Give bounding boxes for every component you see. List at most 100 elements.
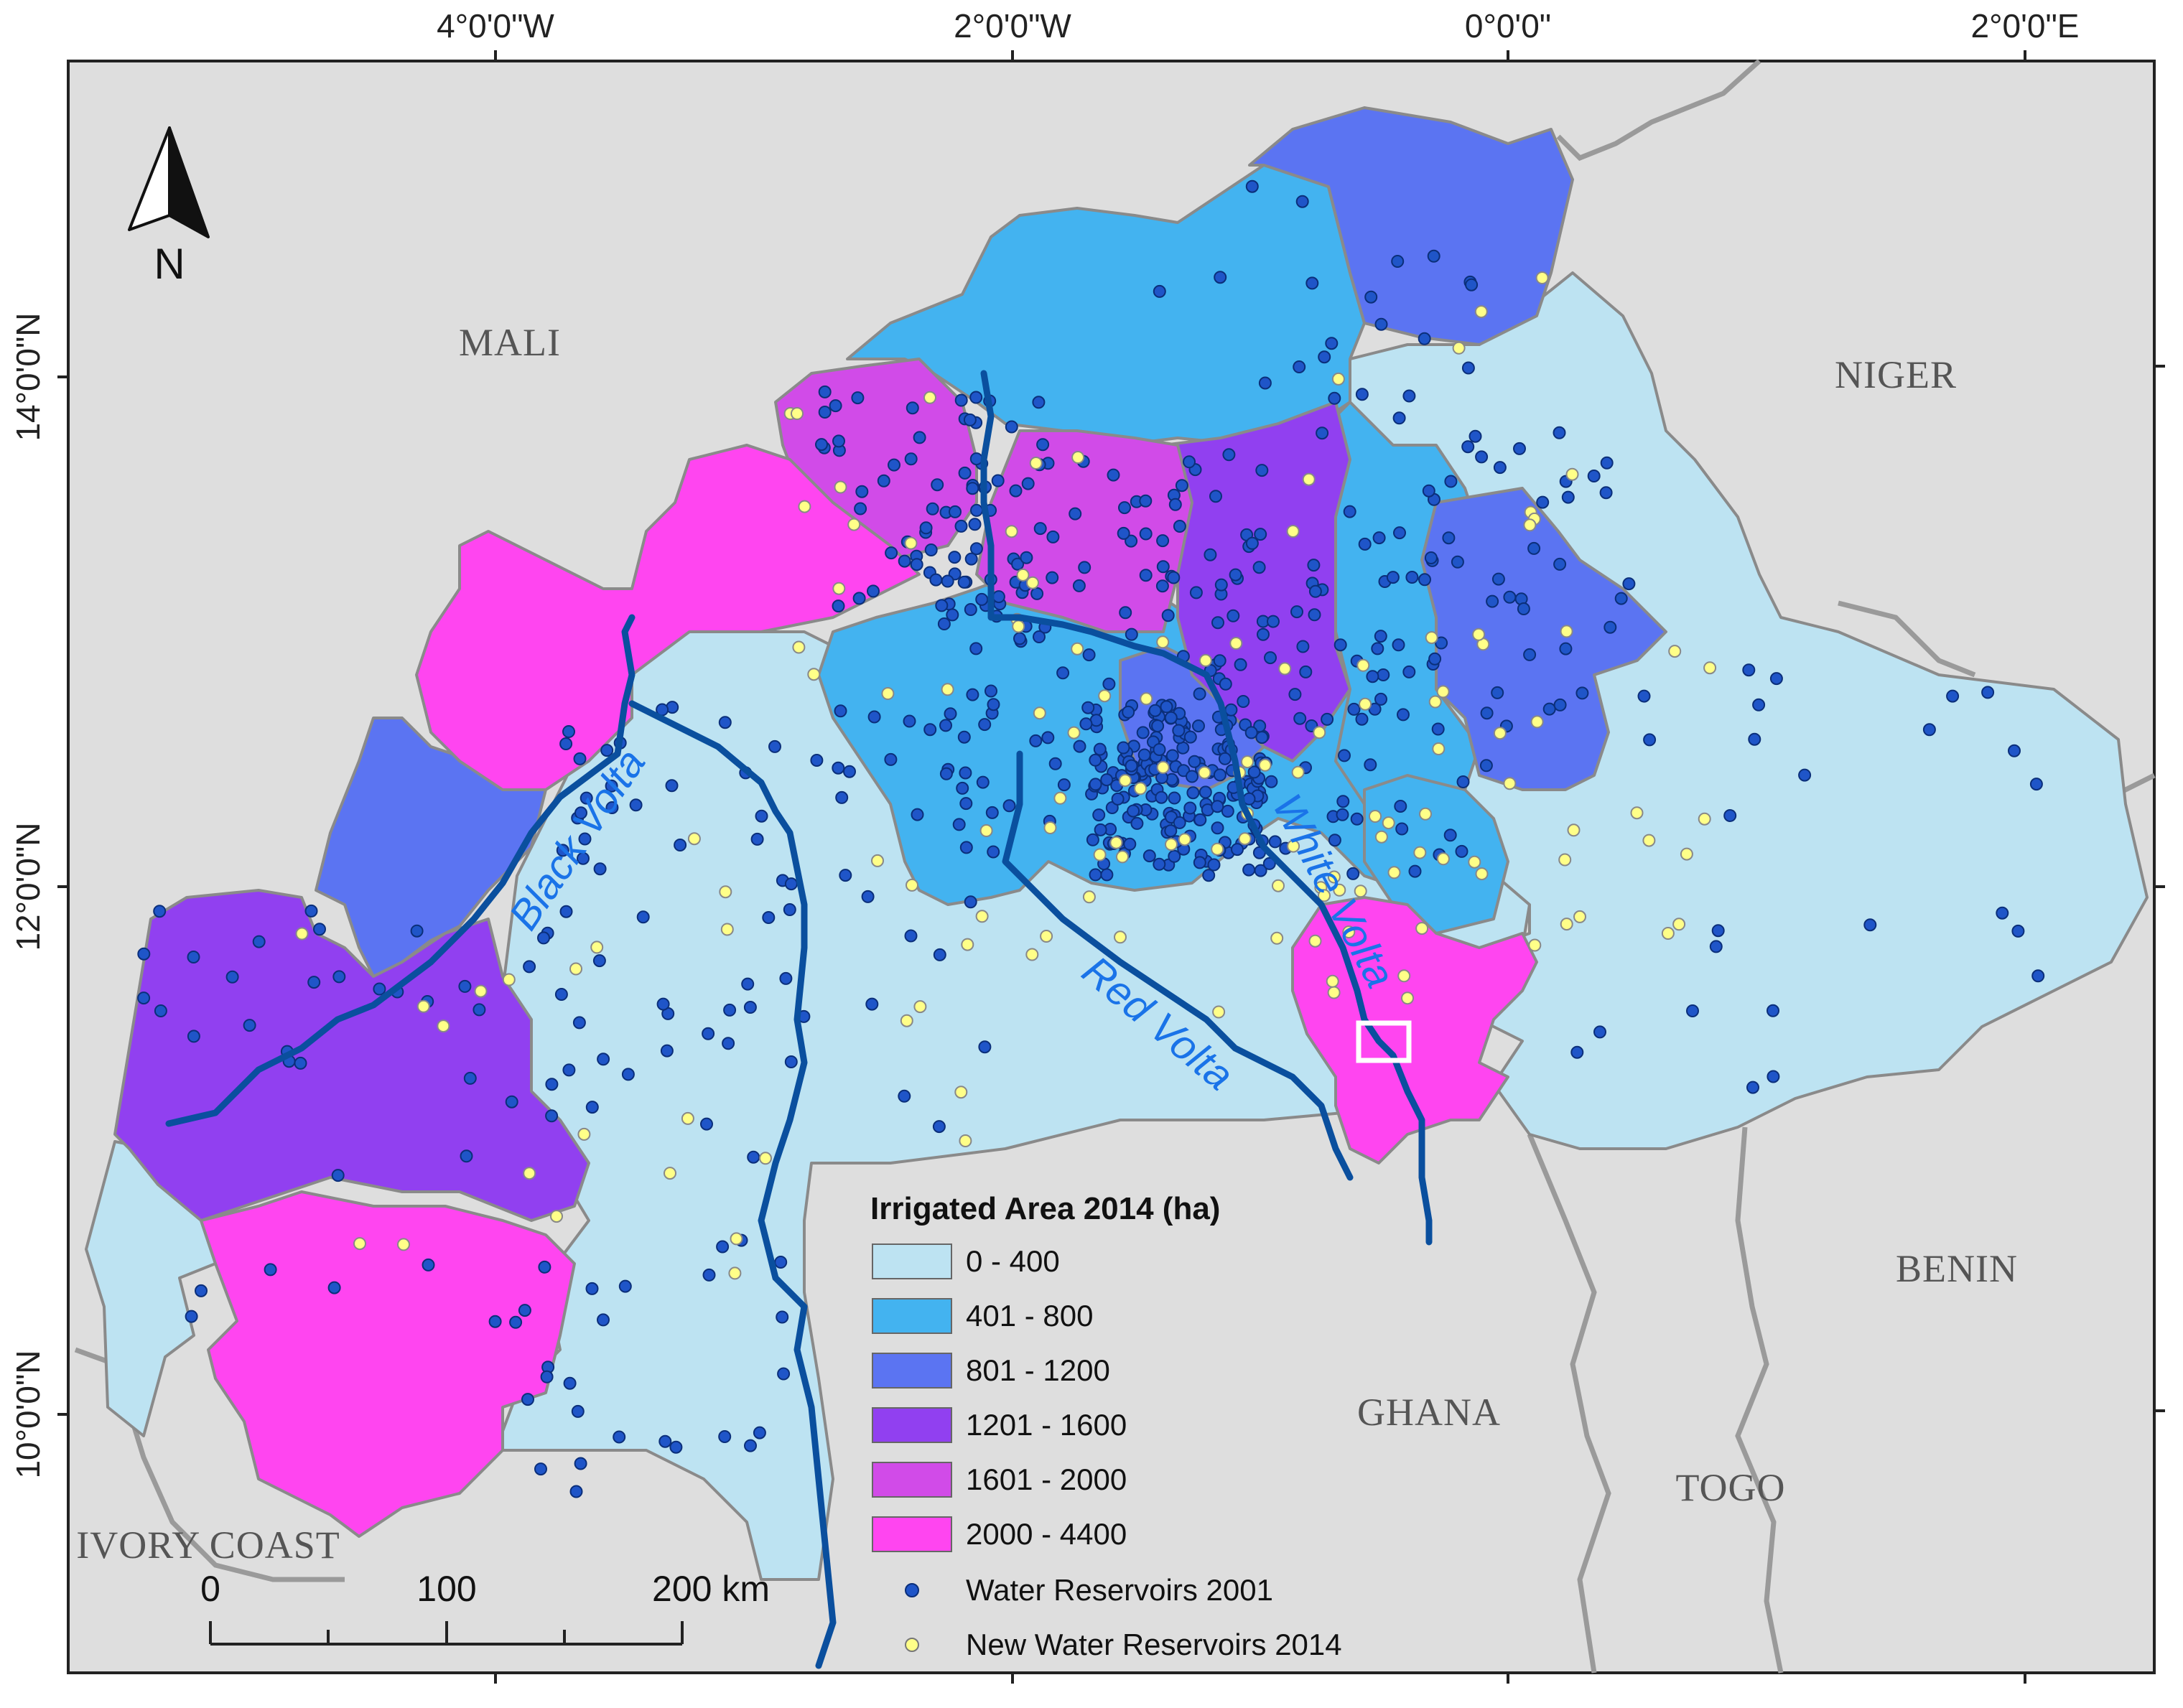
reservoir-2001-point [946,608,959,622]
reservoir-2001-point [1242,863,1256,877]
legend-point-symbol-1 [905,1638,919,1652]
reservoir-2001-point [1486,594,1499,608]
reservoir-2001-point [1102,677,1116,691]
reservoir-2001-point [913,431,926,444]
reservoir-2001-point [1946,689,1960,703]
reservoir-2001-point [1254,864,1267,877]
reservoir-2001-point [743,1001,757,1014]
reservoir-2001-point [1057,778,1071,792]
reservoir-2001-point [1214,578,1228,592]
reservoir-2001-point [1723,809,1737,822]
reservoir-2001-point [1221,804,1234,818]
reservoir-2014-point [1118,774,1132,788]
reservoir-2001-point [1343,505,1356,518]
reservoir-2001-point [1117,526,1130,540]
reservoir-2014-point [1419,807,1432,821]
reservoir-2001-point [1461,361,1475,375]
reservoir-2001-point [313,923,326,936]
reservoir-2001-point [1086,833,1099,846]
reservoir-2001-point [137,991,151,1005]
scale-label-100: 100 [416,1569,476,1609]
reservoir-2001-point [1268,835,1282,849]
reservoir-2001-point [818,385,832,398]
reservoir-2001-point [1155,579,1169,593]
legend-swatch-2 [872,1353,952,1389]
reservoir-2001-point [1767,1070,1780,1083]
reservoir-2001-point [1100,868,1114,882]
reservoir-2001-point [1219,677,1232,691]
reservoir-2001-point [964,552,978,566]
reservoir-2001-point [621,1068,635,1081]
reservoir-2001-point [1321,712,1334,726]
reservoir-2001-point [861,890,875,903]
reservoir-2014-point [1397,969,1411,983]
reservoir-2001-point [559,737,573,750]
reservoir-2001-point [593,862,607,876]
reservoir-2001-point [585,1282,599,1295]
reservoir-2001-point [968,518,982,531]
reservoir-2001-point [1213,654,1227,668]
province-pink-southwest [200,1190,576,1538]
reservoir-2001-point [923,723,937,737]
reservoir-2001-point [1164,824,1178,838]
reservoir-2001-point [1358,537,1372,551]
reservoir-2014-point [881,687,895,700]
reservoir-2014-point [397,1238,410,1251]
reservoir-2001-point [957,575,971,589]
reservoir-2014-point [1436,852,1450,866]
reservoir-2001-point [1742,663,1756,677]
reservoir-2001-point [636,910,650,924]
reservoir-2001-point [1391,255,1405,268]
reservoir-2001-point [1392,638,1405,652]
reservoir-2001-point [1336,808,1349,821]
reservoir-2001-point [1089,778,1102,791]
reservoir-2014-point [687,832,701,846]
reservoir-2001-point [2031,969,2045,983]
country-label-benin: BENIN [1896,1247,2018,1290]
reservoir-2014-point [979,824,993,837]
reservoir-2001-point [1127,804,1140,818]
legend-swatch-3 [872,1407,952,1443]
reservoir-2001-point [1402,665,1416,678]
reservoir-2014-point [1005,525,1018,538]
reservoir-2014-point [1354,885,1367,898]
reservoir-2001-point [919,521,933,535]
reservoir-2001-point [834,704,847,718]
reservoir-2001-point [1193,856,1206,869]
reservoir-2014-point [730,1232,743,1246]
reservoir-2001-point [1069,507,1082,521]
reservoir-2001-point [1265,775,1278,788]
reservoir-2001-point [473,1003,486,1017]
reservoir-2001-point [937,617,951,630]
reservoir-2001-point [665,779,679,793]
reservoir-2014-point [1560,625,1573,638]
reservoir-2001-point [832,434,845,448]
reservoir-2001-point [1156,560,1170,574]
reservoir-2014-point [1040,930,1053,943]
reservoir-2001-point [1587,470,1601,482]
reservoir-2001-point [1418,573,1431,587]
reservoir-2001-point [137,947,151,961]
reservoir-2001-point [1167,571,1181,584]
reservoir-2001-point [460,1149,473,1163]
reservoir-2001-point [924,543,938,556]
reservoir-2001-point [488,1315,502,1328]
reservoir-2001-point [1139,527,1153,541]
reservoir-2001-point [1491,686,1504,699]
reservoir-2001-point [716,1240,730,1254]
reservoir-2001-point [958,466,972,480]
reservoir-2001-point [1029,734,1043,747]
reservoir-2001-point [154,1004,167,1017]
legend-point-label-0: Water Reservoirs 2001 [966,1573,1273,1607]
reservoir-2001-point [1207,858,1221,872]
reservoir-2001-point [1296,640,1310,653]
graticule-ticks [57,50,2165,1684]
reservoir-2001-point [1347,702,1361,716]
reservoir-2014-point [295,927,309,941]
legend-class-label-5: 2000 - 4400 [966,1517,1127,1551]
reservoir-2001-point [1427,249,1440,263]
reservoir-2001-point [1600,456,1614,470]
reservoir-2001-point [941,574,954,588]
reservoir-2001-point [1168,791,1181,805]
